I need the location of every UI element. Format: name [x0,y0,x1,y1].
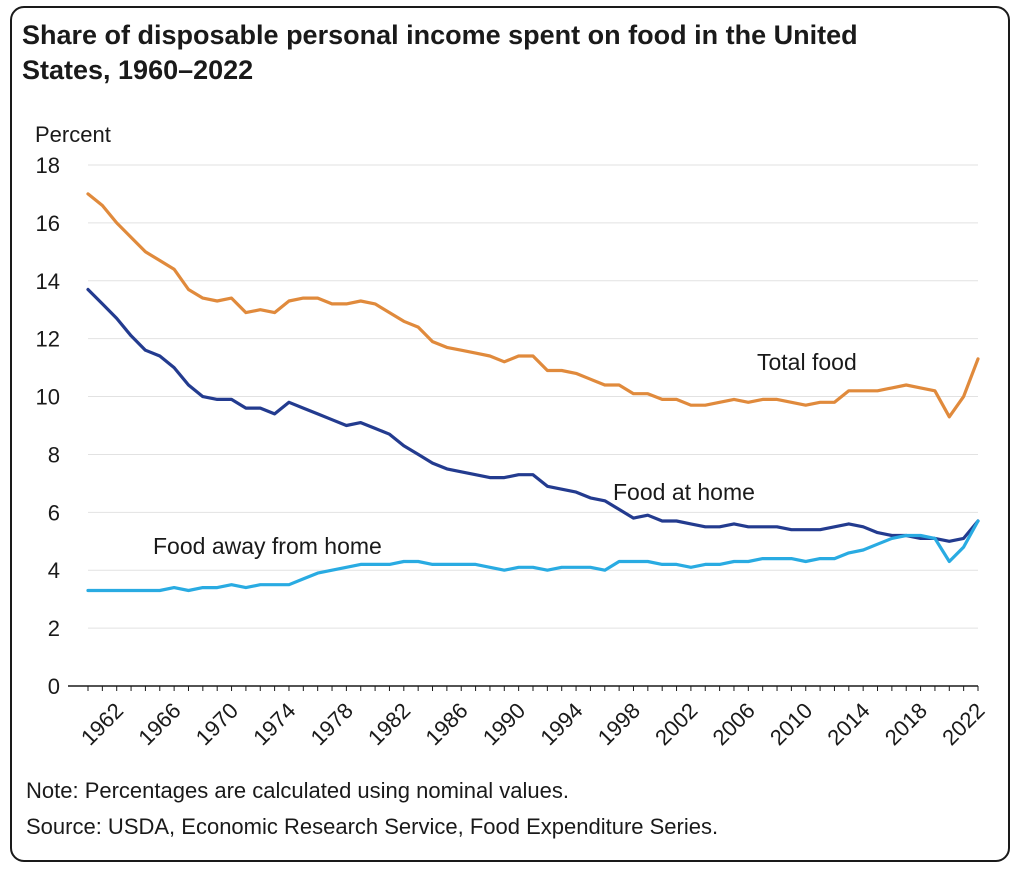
x-tick-label-1974: 1974 [248,698,300,750]
series-line-food-at-home [86,287,980,543]
series-label-total-food: Total food [757,349,857,375]
chart-title-line-1: Share of disposable personal income spen… [22,20,858,50]
y-tick-label-4: 4 [48,558,60,583]
x-tick-label-1982: 1982 [363,698,415,750]
series-label-food-away-from-home: Food away from home [153,533,382,559]
y-tick-label-16: 16 [36,211,60,236]
y-tick-label-12: 12 [36,327,60,352]
x-tick-label-1990: 1990 [478,698,530,750]
y-tick-label-0: 0 [48,674,60,699]
x-tick-label-2006: 2006 [708,698,760,750]
x-tick-label-2014: 2014 [822,698,874,750]
x-tick-label-1998: 1998 [593,698,645,750]
series-line-total-food [86,192,980,419]
y-axis-title: Percent [35,122,111,147]
chart-title: Share of disposable personal income spen… [22,18,922,88]
chart-source: Source: USDA, Economic Research Service,… [26,814,719,839]
series-lines [86,192,980,593]
x-tick-label-1994: 1994 [535,698,587,750]
x-tick-label-1962: 1962 [76,698,128,750]
chart-card [10,6,1010,862]
x-tick-label-1986: 1986 [420,698,472,750]
x-tick-label-1978: 1978 [306,698,358,750]
y-tick-label-8: 8 [48,442,60,467]
y-tick-label-10: 10 [36,385,60,410]
chart-note: Note: Percentages are calculated using n… [26,778,569,803]
x-tick-label-2022: 2022 [937,698,989,750]
y-tick-label-2: 2 [48,616,60,641]
y-tick-label-6: 6 [48,500,60,525]
x-tick-label-2018: 2018 [880,698,932,750]
x-tick-label-2002: 2002 [650,698,702,750]
x-tick-label-1966: 1966 [133,698,185,750]
x-tick-label-1970: 1970 [191,698,243,750]
x-tick-label-2010: 2010 [765,698,817,750]
series-labels: Total food Food at home Food away from hom… [153,349,857,559]
gridlines [88,164,978,629]
y-tick-label-14: 14 [36,269,60,294]
y-tick-label-18: 18 [36,153,60,178]
series-label-food-at-home: Food at home [613,479,755,505]
series-line-food-away-from-home [86,519,980,593]
chart-title-line-2: States, 1960–2022 [22,55,254,85]
